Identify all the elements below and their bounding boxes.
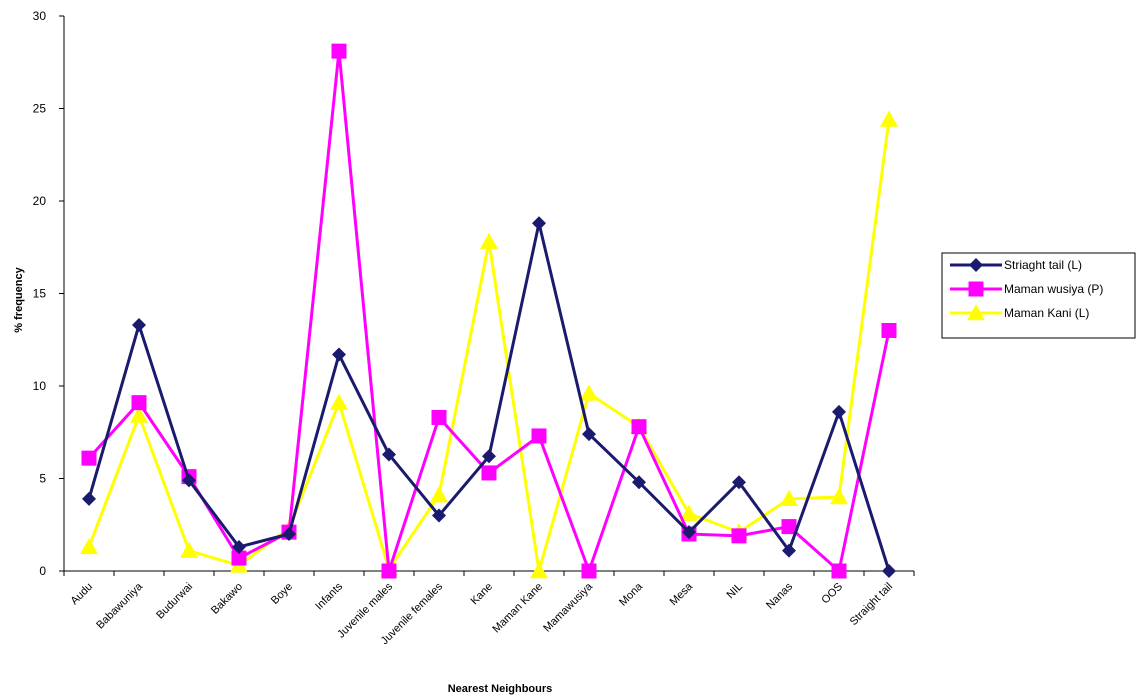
data-point <box>232 539 246 554</box>
series-0 <box>82 216 896 578</box>
data-point <box>381 563 397 579</box>
data-point <box>731 528 747 544</box>
data-point <box>231 550 247 566</box>
y-tick-label: 5 <box>39 472 46 486</box>
y-tick-label: 0 <box>39 564 46 578</box>
data-point <box>632 475 646 490</box>
y-tick-label: 10 <box>33 379 47 393</box>
data-point <box>680 504 698 521</box>
data-point <box>130 406 148 423</box>
data-point <box>532 216 546 231</box>
data-point <box>832 404 846 419</box>
legend-label: Maman Kani (L) <box>1004 306 1089 320</box>
data-point <box>969 258 983 272</box>
data-point <box>880 110 898 127</box>
data-point <box>631 419 647 435</box>
data-point <box>881 323 897 338</box>
x-axis-title: Nearest Neighbours <box>448 683 553 695</box>
legend-label: Maman wusiya (P) <box>1004 282 1103 296</box>
data-point <box>482 449 496 464</box>
data-point <box>531 428 547 444</box>
data-point <box>781 519 797 535</box>
x-tick-label: Straight tail <box>848 581 895 628</box>
series-2 <box>80 110 898 579</box>
data-point <box>330 393 348 410</box>
y-axis: 0 5 10 15 20 25 30 <box>33 9 65 578</box>
legend: Striaght tail (L) Maman wusiya (P) Maman K… <box>941 252 1136 339</box>
legend-item: Maman wusiya (P) <box>950 281 1103 297</box>
y-axis-title: % frequency <box>13 266 25 332</box>
y-tick-label: 15 <box>33 287 47 301</box>
data-point <box>430 486 448 503</box>
data-point <box>682 525 696 540</box>
x-tick-label: Mesa <box>668 580 696 608</box>
data-point <box>780 489 798 507</box>
x-tick-label: Infants <box>313 580 345 612</box>
data-point <box>882 564 896 578</box>
data-point <box>831 563 847 579</box>
data-point <box>481 465 497 481</box>
data-point <box>581 563 597 579</box>
series-line <box>87 221 891 572</box>
series-line <box>87 119 891 573</box>
data-point <box>132 317 146 332</box>
data-point <box>968 281 984 297</box>
x-tick-label: Babawuniya <box>94 580 145 631</box>
data-point <box>80 537 98 555</box>
x-tick-label: Nanas <box>764 580 795 611</box>
data-point <box>580 384 598 401</box>
x-tick-label: Mamawusiya <box>541 580 595 634</box>
data-point <box>282 527 296 541</box>
x-tick-label: OOS <box>819 581 845 607</box>
y-tick-label: 30 <box>33 9 47 23</box>
data-point <box>431 409 447 425</box>
data-point <box>582 427 596 442</box>
data-point <box>82 491 96 506</box>
data-point <box>81 450 97 466</box>
x-tick-label: Maman Kane <box>490 581 545 636</box>
x-tick-label: Mona <box>617 580 646 609</box>
x-tick-label: Audu <box>68 581 95 608</box>
data-point <box>432 508 446 523</box>
y-tick-label: 25 <box>33 102 47 116</box>
legend-item: Maman Kani (L) <box>950 304 1089 321</box>
x-tick-label: Boye <box>269 581 295 607</box>
legend-item: Striaght tail (L) <box>950 258 1082 272</box>
data-point <box>732 475 746 490</box>
data-point <box>382 447 396 462</box>
x-axis: Audu Babawuniya Budurwai Bakawo Boye InfantsJ… <box>63 570 915 647</box>
x-tick-label: Kane <box>468 581 495 608</box>
data-point <box>332 347 346 362</box>
data-point <box>530 562 548 579</box>
series-layer <box>80 43 898 579</box>
data-point <box>967 304 985 321</box>
legend-label: Striaght tail (L) <box>1004 258 1082 272</box>
data-point <box>830 488 848 505</box>
data-point <box>782 543 796 558</box>
data-point <box>182 473 196 488</box>
series-line <box>87 49 891 573</box>
x-tick-label: NIL <box>725 581 746 602</box>
data-point <box>331 43 347 59</box>
data-point <box>180 541 198 558</box>
x-tick-label: Bakawo <box>209 581 245 617</box>
y-tick-label: 20 <box>33 194 47 208</box>
data-point <box>480 232 498 249</box>
data-point <box>131 395 147 411</box>
x-tick-label: Budurwai <box>154 581 195 622</box>
